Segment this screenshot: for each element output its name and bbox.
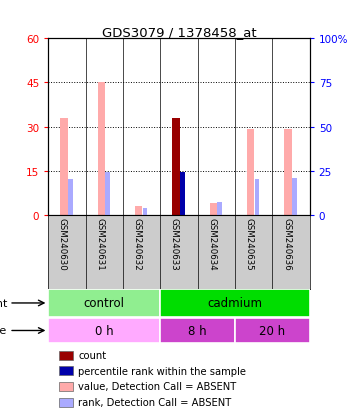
Text: count: count xyxy=(78,351,107,361)
Text: value, Detection Call = ABSENT: value, Detection Call = ABSENT xyxy=(78,381,237,391)
Bar xyxy=(180,173,185,215)
Text: GSM240632: GSM240632 xyxy=(133,218,142,270)
Bar xyxy=(59,382,73,391)
Bar xyxy=(142,208,147,215)
Bar xyxy=(105,173,110,215)
Text: cadmium: cadmium xyxy=(208,297,262,310)
Bar xyxy=(60,119,68,215)
Text: GSM240633: GSM240633 xyxy=(170,218,179,270)
Bar xyxy=(255,180,260,215)
Bar xyxy=(160,318,235,344)
Bar xyxy=(48,318,160,344)
Text: percentile rank within the sample: percentile rank within the sample xyxy=(78,366,246,376)
Bar xyxy=(292,178,297,215)
Bar xyxy=(48,290,160,317)
Bar xyxy=(247,130,255,215)
Text: GSM240636: GSM240636 xyxy=(282,218,291,270)
Bar xyxy=(235,318,310,344)
Text: GDS3079 / 1378458_at: GDS3079 / 1378458_at xyxy=(102,26,256,38)
Text: 20 h: 20 h xyxy=(259,324,285,337)
Bar xyxy=(135,206,142,215)
Text: GSM240635: GSM240635 xyxy=(245,218,254,270)
Text: 8 h: 8 h xyxy=(188,324,207,337)
Bar xyxy=(59,398,73,407)
Text: agent: agent xyxy=(0,298,7,308)
Bar xyxy=(217,203,222,215)
Text: rank, Detection Call = ABSENT: rank, Detection Call = ABSENT xyxy=(78,397,232,407)
Text: time: time xyxy=(0,326,7,336)
Bar xyxy=(160,290,310,317)
Text: GSM240634: GSM240634 xyxy=(207,218,216,270)
Bar xyxy=(59,351,73,360)
Text: GSM240630: GSM240630 xyxy=(58,218,67,270)
Bar xyxy=(210,204,217,215)
Text: 0 h: 0 h xyxy=(95,324,113,337)
Bar xyxy=(172,119,180,215)
Text: GSM240631: GSM240631 xyxy=(95,218,104,270)
Bar xyxy=(284,130,292,215)
Bar xyxy=(98,83,105,215)
Bar xyxy=(59,366,73,375)
Bar xyxy=(68,180,73,215)
Text: control: control xyxy=(84,297,125,310)
